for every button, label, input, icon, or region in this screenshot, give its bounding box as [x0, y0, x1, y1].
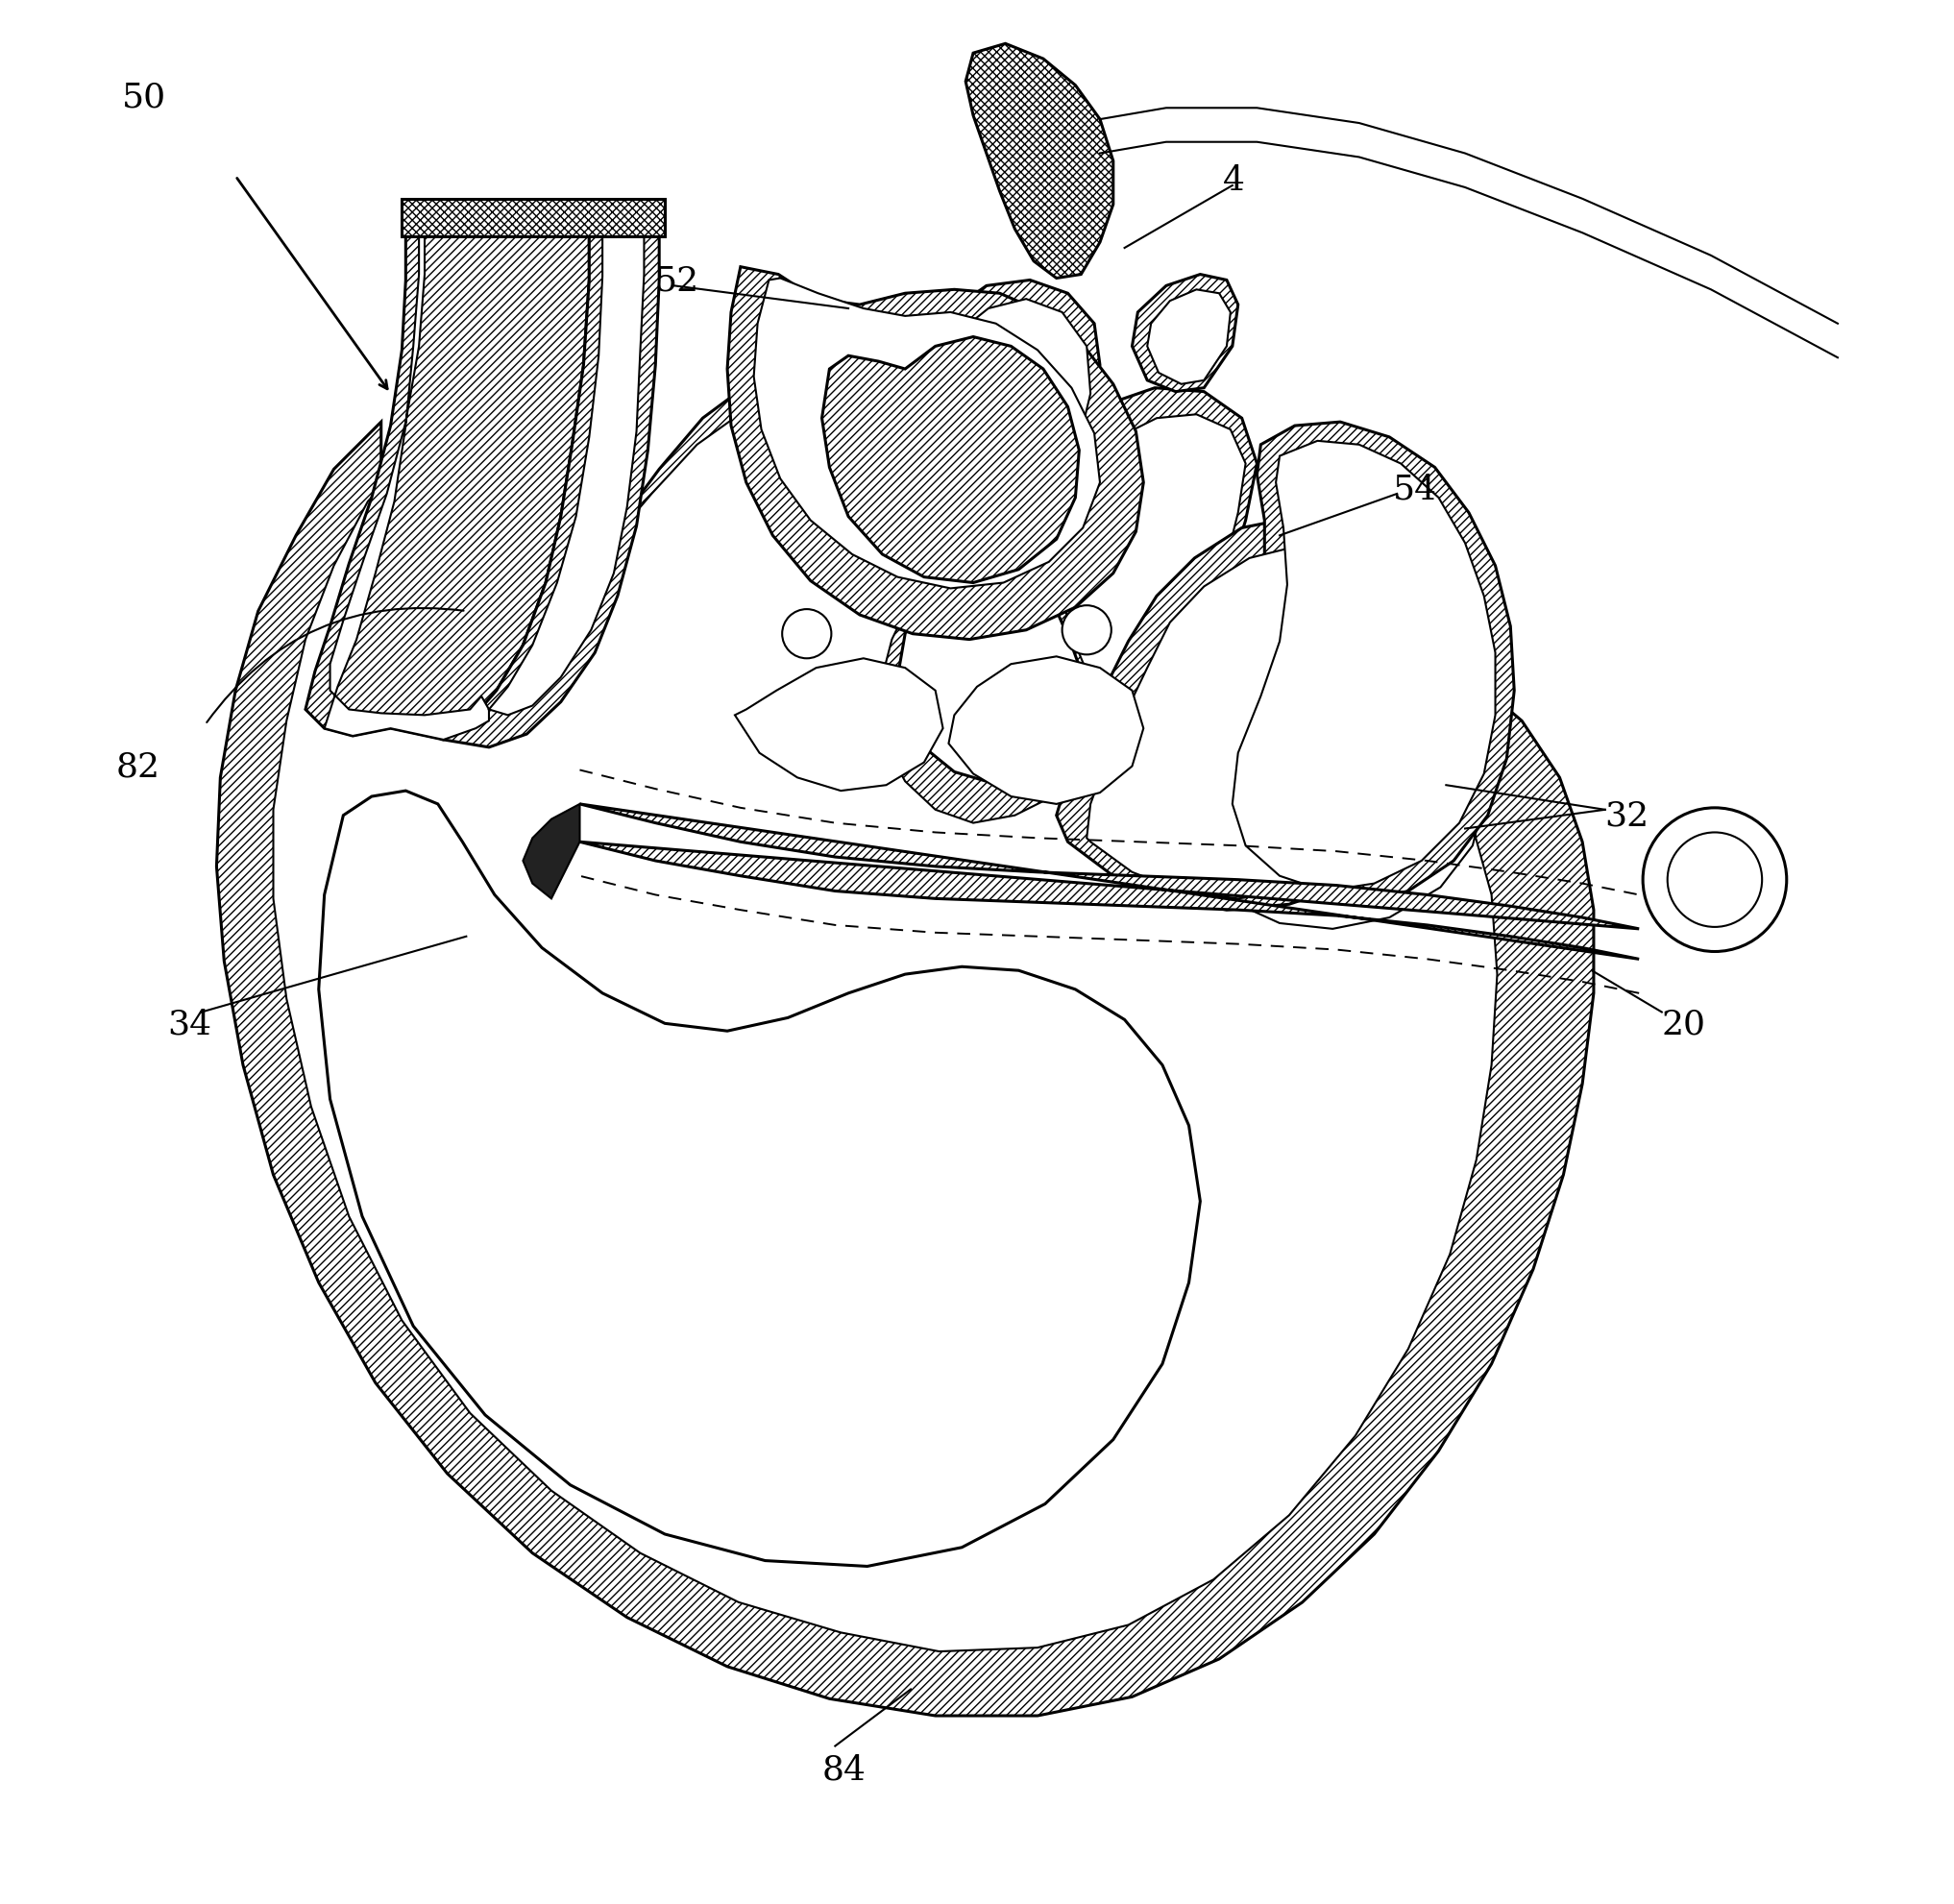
Polygon shape — [727, 268, 1143, 640]
Polygon shape — [580, 805, 1639, 960]
Polygon shape — [488, 234, 645, 716]
Polygon shape — [217, 366, 1594, 1716]
Polygon shape — [444, 234, 658, 748]
Polygon shape — [948, 657, 1143, 805]
Text: 50: 50 — [121, 82, 166, 114]
Text: 54: 54 — [1393, 472, 1438, 505]
Polygon shape — [948, 299, 1090, 495]
Polygon shape — [1147, 289, 1231, 385]
Polygon shape — [823, 337, 1079, 583]
Circle shape — [1643, 809, 1786, 952]
Polygon shape — [324, 234, 488, 741]
Text: 52: 52 — [655, 265, 700, 297]
Circle shape — [1063, 605, 1112, 655]
Text: 32: 32 — [1604, 800, 1649, 832]
Polygon shape — [735, 659, 944, 792]
Polygon shape — [1233, 442, 1495, 891]
Polygon shape — [305, 234, 590, 741]
Text: 84: 84 — [823, 1752, 866, 1786]
Polygon shape — [1131, 276, 1239, 392]
Polygon shape — [524, 805, 580, 899]
Polygon shape — [754, 278, 1100, 588]
Polygon shape — [1057, 518, 1483, 910]
Polygon shape — [1208, 423, 1514, 904]
Polygon shape — [936, 280, 1100, 503]
Polygon shape — [319, 792, 1200, 1567]
Text: 20: 20 — [1661, 1007, 1706, 1040]
Polygon shape — [274, 388, 1497, 1651]
Polygon shape — [965, 44, 1114, 278]
Circle shape — [782, 609, 830, 659]
Polygon shape — [1086, 546, 1450, 899]
Circle shape — [1667, 832, 1763, 927]
Text: 4: 4 — [1223, 164, 1245, 196]
Text: 34: 34 — [168, 1007, 211, 1040]
Polygon shape — [403, 200, 664, 238]
Text: 82: 82 — [117, 750, 160, 783]
